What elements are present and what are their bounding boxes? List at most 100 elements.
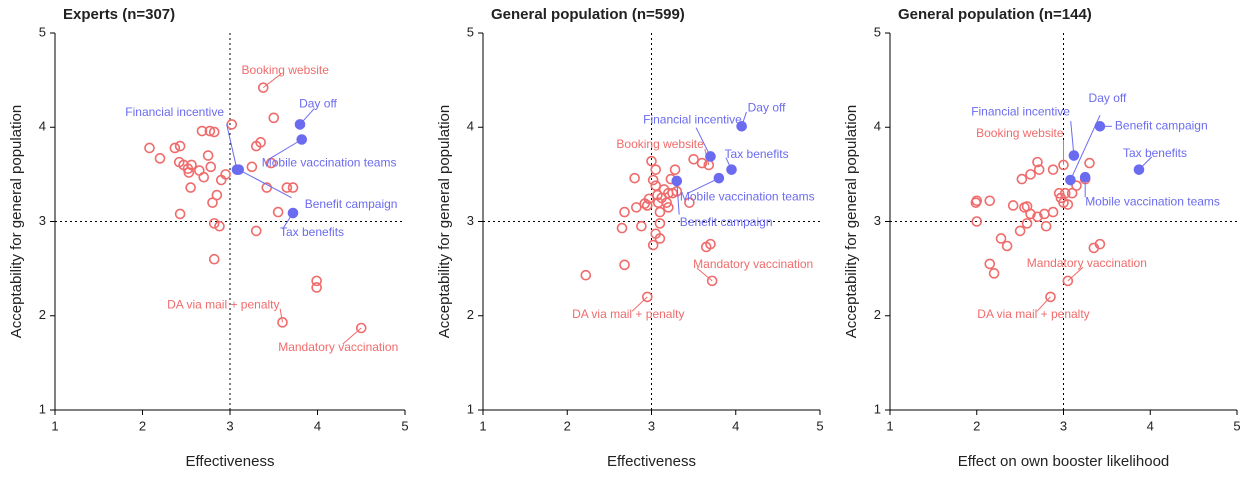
leader-line: [1067, 266, 1084, 282]
y-tick-label: 3: [874, 213, 881, 228]
point: [1084, 157, 1095, 169]
y-tick-label: 1: [467, 401, 474, 416]
annotated-point: [1133, 164, 1145, 175]
point: [268, 112, 280, 124]
point: [246, 161, 258, 173]
point: [616, 222, 628, 234]
point: [169, 142, 181, 154]
annotation-label: Benefit campaign: [305, 197, 398, 211]
annotated-point: [296, 134, 308, 145]
point: [1040, 220, 1052, 232]
point: [1033, 164, 1045, 175]
point: [654, 206, 666, 218]
x-tick-label: 2: [564, 418, 571, 433]
point: [205, 161, 217, 173]
point: [654, 233, 666, 244]
point: [688, 153, 699, 165]
point: [643, 193, 655, 205]
y-tick-label: 2: [467, 307, 474, 322]
annotated-point: [277, 317, 288, 328]
y-tick-label: 2: [39, 307, 46, 322]
x-axis-label: Effect on own booster likelihood: [958, 453, 1170, 470]
point: [1007, 200, 1019, 211]
point: [154, 153, 166, 164]
point: [144, 142, 155, 154]
annotated-point: [1094, 121, 1106, 132]
panel-title: Experts (n=307): [63, 6, 175, 23]
point: [647, 239, 659, 251]
annotation-label: Financial incentive: [125, 105, 224, 119]
point: [272, 206, 284, 218]
point: [995, 233, 1007, 244]
y-tick-label: 3: [467, 213, 474, 228]
annotated-point: [736, 121, 747, 132]
annotation-label: Booking website: [976, 126, 1064, 140]
annotation-label: Day off: [299, 97, 337, 111]
point: [705, 238, 716, 250]
point: [1059, 187, 1071, 199]
point: [185, 182, 196, 193]
point: [174, 140, 186, 152]
point: [1053, 187, 1065, 199]
y-tick-label: 5: [39, 24, 46, 39]
point: [650, 164, 662, 175]
point: [988, 268, 1000, 279]
leader-line: [631, 296, 648, 312]
point: [208, 218, 220, 229]
point: [255, 137, 266, 148]
y-axis-label: Acceptability for general population: [436, 105, 453, 338]
annotation-label: Benefit campaign: [680, 215, 773, 229]
point: [1021, 218, 1033, 229]
y-tick-label: 4: [467, 119, 474, 134]
annotation-label: Tax benefits: [280, 225, 344, 239]
panel-title: General population (n=599): [491, 6, 685, 23]
point: [984, 258, 996, 270]
point: [619, 259, 630, 271]
x-axis-label: Effectiveness: [607, 453, 696, 470]
leader-line: [696, 267, 713, 282]
point: [287, 182, 299, 193]
x-tick-label: 5: [401, 418, 408, 433]
leader-line: [676, 180, 680, 215]
point: [631, 202, 642, 213]
annotation-label: Tax benefits: [1123, 146, 1187, 160]
point: [250, 225, 262, 237]
annotated-point: [233, 164, 245, 175]
point: [1047, 164, 1059, 175]
annotation-label: Tax benefits: [725, 147, 789, 161]
point: [970, 197, 982, 208]
panel: Experts (n=307) 1 2 3 4 5 1 2 3 4 5 Effectiveness Ac…: [8, 6, 409, 470]
x-tick-label: 1: [886, 418, 893, 433]
y-axis-label: Acceptability for general population: [843, 105, 860, 338]
point: [971, 216, 983, 227]
annotated-point: [1079, 171, 1091, 183]
annotation-label: Booking website: [242, 63, 330, 77]
leader-line: [226, 123, 238, 170]
point: [208, 126, 220, 138]
point: [1062, 199, 1074, 210]
y-tick-label: 3: [39, 213, 46, 228]
point: [194, 165, 205, 176]
annotated-point: [1058, 159, 1069, 171]
annotated-point: [294, 119, 306, 130]
point: [174, 208, 186, 220]
y-axis-label: Acceptability for general population: [8, 105, 25, 338]
x-tick-label: 3: [648, 418, 655, 433]
x-tick-label: 4: [314, 418, 321, 433]
annotation-label: DA via mail + penalty: [167, 298, 279, 312]
annotation-label: Mandatory vaccination: [693, 257, 813, 271]
point: [211, 189, 223, 201]
annotated-point: [355, 322, 367, 334]
point: [204, 125, 216, 137]
point: [1001, 240, 1013, 252]
point: [684, 197, 695, 208]
annotated-point: [1068, 150, 1080, 161]
point: [580, 269, 592, 281]
leader-line: [1070, 121, 1075, 156]
annotation-label: Benefit campaign: [1115, 118, 1208, 132]
x-tick-label: 4: [732, 418, 739, 433]
annotation-label: Mandatory vaccination: [278, 340, 398, 354]
point: [646, 155, 657, 167]
x-tick-label: 3: [1060, 418, 1067, 433]
annotation-label: Mobile vaccination teams: [262, 156, 397, 170]
